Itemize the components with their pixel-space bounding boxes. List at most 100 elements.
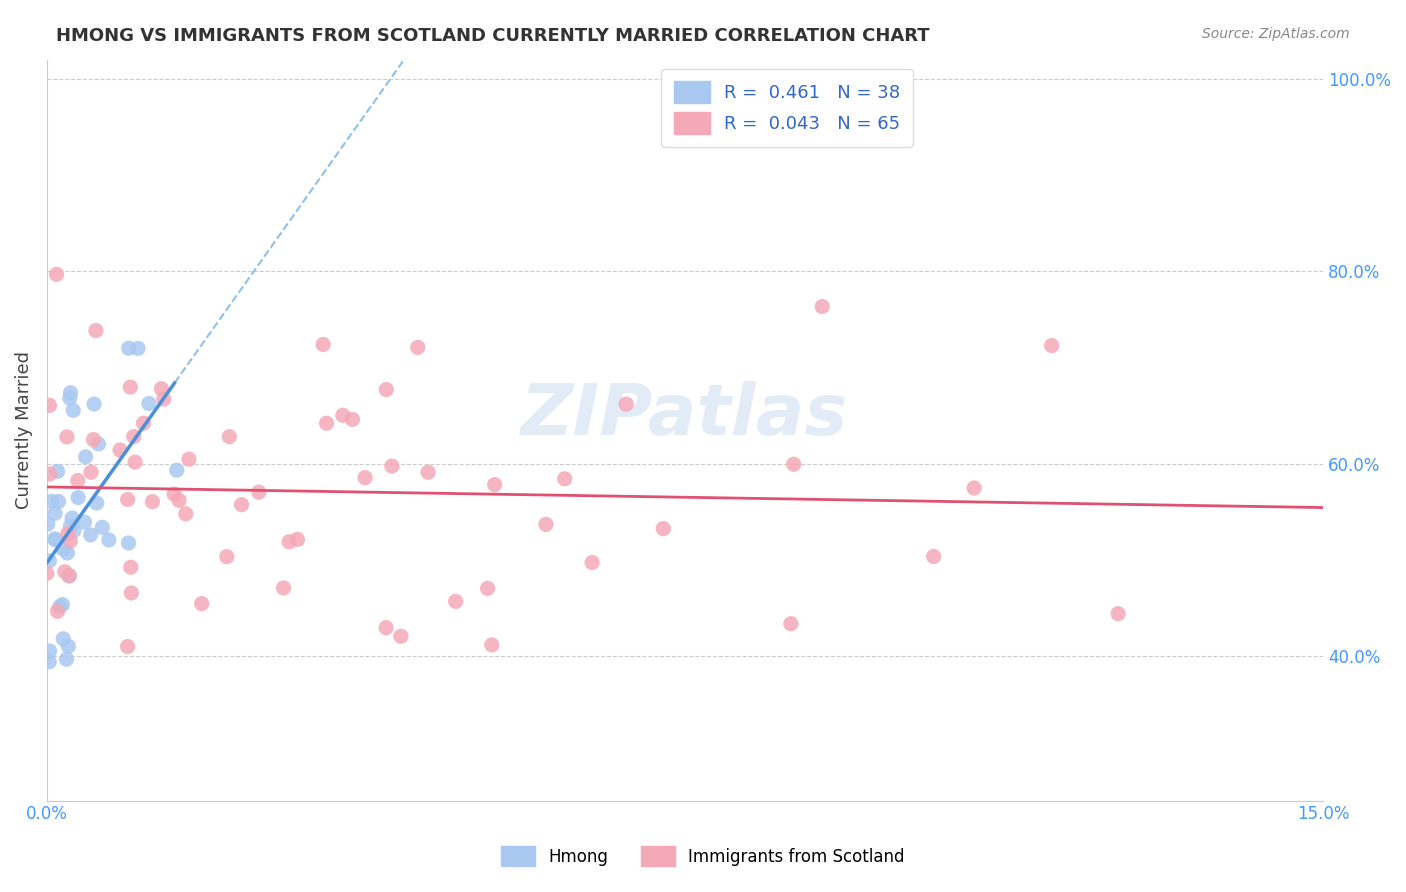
Point — [190, 597, 212, 611]
Point — [117, 492, 139, 507]
Point — [52, 541, 75, 556]
Point — [53, 565, 76, 579]
Point — [375, 383, 398, 397]
Point — [55, 652, 77, 666]
Point — [177, 452, 200, 467]
Point — [46, 604, 69, 618]
Point — [120, 586, 142, 600]
Point — [127, 341, 149, 355]
Point — [132, 416, 155, 430]
Point — [66, 474, 89, 488]
Point — [86, 496, 108, 510]
Point — [83, 397, 105, 411]
Point — [150, 382, 173, 396]
Point — [354, 470, 377, 484]
Point — [1040, 338, 1063, 352]
Point — [46, 464, 69, 478]
Text: Source: ZipAtlas.com: Source: ZipAtlas.com — [1202, 27, 1350, 41]
Point — [231, 498, 253, 512]
Point — [59, 385, 82, 400]
Point — [163, 487, 186, 501]
Point — [48, 494, 70, 508]
Point — [56, 526, 79, 541]
Point — [45, 533, 67, 547]
Point — [922, 549, 945, 564]
Point — [167, 493, 190, 508]
Legend: Hmong, Immigrants from Scotland: Hmong, Immigrants from Scotland — [494, 838, 912, 875]
Point — [58, 568, 80, 582]
Point — [75, 450, 97, 464]
Point — [332, 408, 354, 422]
Y-axis label: Currently Married: Currently Married — [15, 351, 32, 509]
Point — [56, 546, 79, 560]
Point — [963, 481, 986, 495]
Point — [60, 511, 83, 525]
Point — [152, 392, 174, 406]
Point — [342, 412, 364, 426]
Point — [1107, 607, 1129, 621]
Point — [51, 598, 73, 612]
Point — [38, 644, 60, 658]
Point — [58, 639, 80, 653]
Point — [38, 554, 60, 568]
Point — [122, 429, 145, 443]
Point — [215, 549, 238, 564]
Point — [58, 569, 80, 583]
Point — [59, 518, 82, 533]
Point — [45, 268, 67, 282]
Point — [56, 430, 79, 444]
Point — [779, 616, 801, 631]
Point — [484, 477, 506, 491]
Point — [48, 599, 70, 614]
Point — [52, 632, 75, 646]
Point — [87, 437, 110, 451]
Point — [82, 433, 104, 447]
Point — [35, 566, 58, 581]
Point — [79, 528, 101, 542]
Point — [38, 467, 60, 481]
Point — [62, 403, 84, 417]
Point — [117, 536, 139, 550]
Point — [278, 534, 301, 549]
Point — [108, 442, 131, 457]
Legend: R =  0.461   N = 38, R =  0.043   N = 65: R = 0.461 N = 38, R = 0.043 N = 65 — [661, 69, 912, 147]
Point — [614, 397, 637, 411]
Point — [44, 532, 66, 546]
Point — [174, 507, 197, 521]
Point — [141, 494, 163, 508]
Point — [381, 459, 404, 474]
Point — [38, 398, 60, 412]
Point — [444, 594, 467, 608]
Point — [534, 517, 557, 532]
Point — [811, 300, 834, 314]
Point — [406, 341, 429, 355]
Point — [247, 485, 270, 500]
Point — [312, 337, 335, 351]
Point — [315, 416, 337, 430]
Text: ZIPatlas: ZIPatlas — [522, 381, 849, 450]
Point — [59, 533, 82, 548]
Point — [481, 638, 503, 652]
Point — [581, 556, 603, 570]
Point — [44, 506, 66, 520]
Point — [287, 533, 309, 547]
Point — [273, 581, 295, 595]
Point — [120, 380, 142, 394]
Point — [218, 430, 240, 444]
Point — [554, 472, 576, 486]
Point — [117, 640, 139, 654]
Point — [97, 533, 120, 547]
Point — [91, 520, 114, 534]
Point — [416, 465, 439, 479]
Point — [477, 582, 499, 596]
Point — [124, 455, 146, 469]
Point — [389, 629, 412, 643]
Point — [41, 494, 63, 508]
Point — [38, 655, 60, 669]
Point — [118, 341, 141, 355]
Point — [652, 522, 675, 536]
Point — [783, 457, 806, 471]
Point — [166, 463, 188, 477]
Point — [67, 491, 90, 505]
Point — [63, 524, 86, 538]
